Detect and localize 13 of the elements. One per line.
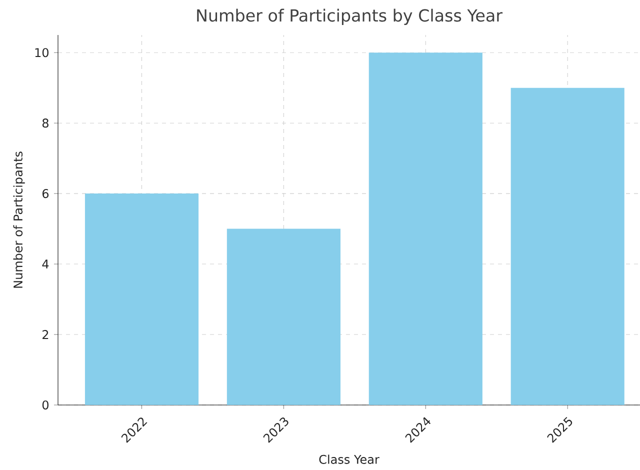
y-tick-label: 0 — [42, 400, 48, 410]
y-tick-label: 4 — [42, 260, 49, 268]
y-tick-label: 8 — [42, 118, 48, 128]
bar — [368, 52, 482, 405]
bar — [84, 194, 199, 405]
bar — [226, 228, 340, 405]
y-tick-label: 6 — [42, 189, 49, 198]
y-tick-label: 2 — [42, 330, 48, 339]
y-axis-title: Number of Participants — [13, 152, 25, 288]
chart-title: Number of Participants by Class Year — [197, 8, 503, 25]
bar — [510, 88, 624, 405]
y-tick-label: 10 — [35, 48, 48, 58]
x-axis-title: Class Year — [319, 454, 380, 464]
